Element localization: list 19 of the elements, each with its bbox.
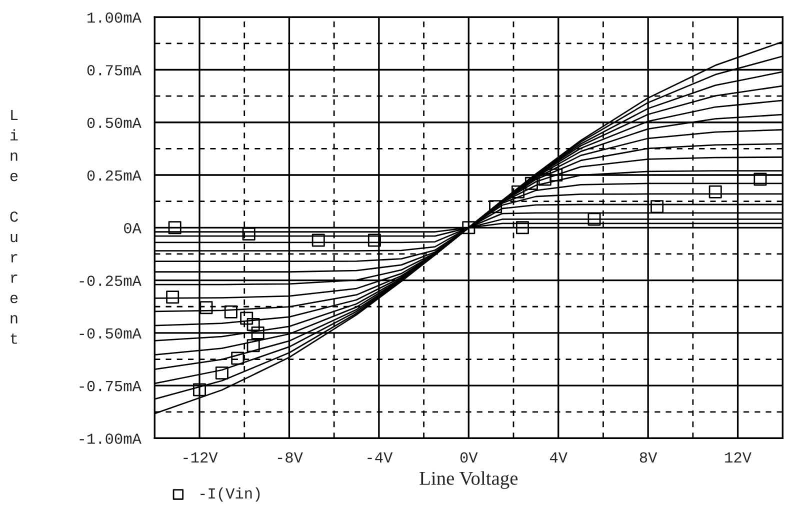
x-tick-label: 4V (550, 452, 568, 462)
y-tick-label: 0.25mA (87, 170, 142, 181)
y-tick-label: -0.25mA (80, 276, 142, 286)
x-axis-title: Line Voltage (420, 471, 518, 489)
y-tick-label: -0.50mA (80, 328, 142, 339)
text: Line Current (10, 110, 18, 344)
x-tick-label: -8V (278, 452, 303, 463)
y-tick-label: -0.75mA (80, 380, 142, 392)
y-tick-label: 0.50mA (87, 118, 142, 128)
y-tick-label: -1.00mA (80, 434, 142, 444)
y-tick-label: 1.00mA (88, 12, 142, 23)
y-tick-label: 0A (124, 222, 142, 234)
x-tick-label: 0V (460, 452, 478, 463)
legend-label: -I(Vin) (200, 487, 260, 502)
x-tick-label: -12V (184, 452, 218, 462)
x-tick-label: -4V (368, 452, 393, 462)
x-tick-label: 12V (725, 452, 752, 462)
x-tick-label: 8V (640, 452, 658, 463)
y-tick-label: 0.75mA (87, 65, 142, 76)
